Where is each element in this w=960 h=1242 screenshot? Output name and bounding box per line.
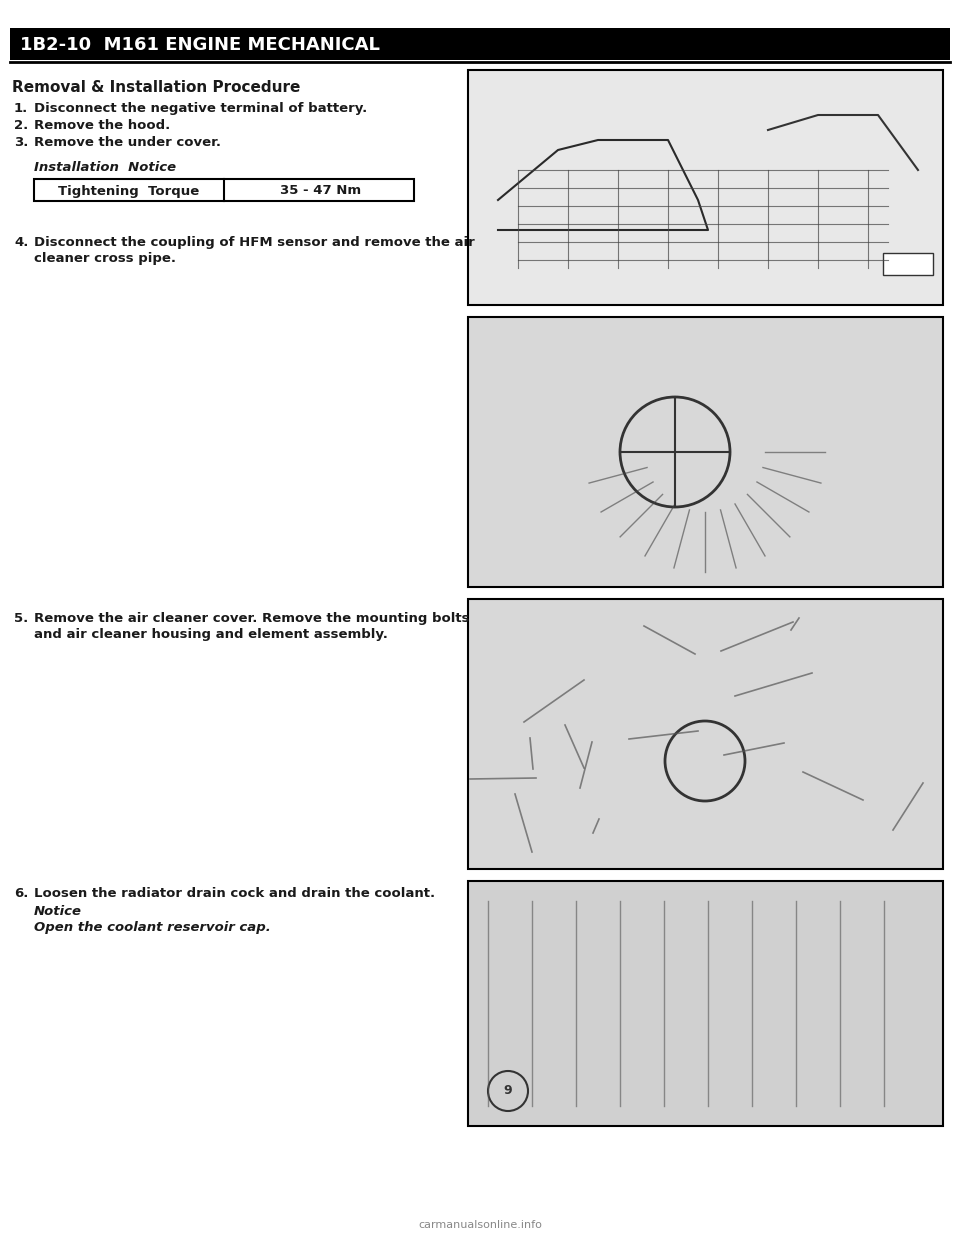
- Text: Remove the air cleaner cover. Remove the mounting bolts: Remove the air cleaner cover. Remove the…: [34, 612, 469, 625]
- Text: 3.: 3.: [14, 137, 29, 149]
- Bar: [468, 599, 943, 869]
- Text: Remove the under cover.: Remove the under cover.: [34, 137, 221, 149]
- Bar: [468, 881, 943, 1126]
- Text: Tightening  Torque: Tightening Torque: [59, 185, 200, 197]
- Bar: [34, 179, 414, 201]
- Text: 1B2-10  M161 ENGINE MECHANICAL: 1B2-10 M161 ENGINE MECHANICAL: [20, 36, 380, 53]
- Text: Notice: Notice: [34, 905, 82, 918]
- Text: Installation  Notice: Installation Notice: [34, 161, 176, 174]
- Text: and air cleaner housing and element assembly.: and air cleaner housing and element asse…: [34, 628, 388, 641]
- Text: Disconnect the coupling of HFM sensor and remove the air: Disconnect the coupling of HFM sensor an…: [34, 236, 475, 248]
- Text: Disconnect the negative terminal of battery.: Disconnect the negative terminal of batt…: [34, 102, 368, 116]
- Bar: [10, 29, 950, 60]
- Text: Removal & Installation Procedure: Removal & Installation Procedure: [12, 79, 300, 94]
- Text: 35 - 47 Nm: 35 - 47 Nm: [280, 185, 362, 197]
- Text: 5.: 5.: [14, 612, 28, 625]
- Text: 6.: 6.: [14, 887, 29, 900]
- Bar: [468, 317, 943, 587]
- Bar: [468, 70, 943, 306]
- Text: Open the coolant reservoir cap.: Open the coolant reservoir cap.: [34, 922, 271, 934]
- Text: 9: 9: [504, 1084, 513, 1098]
- Text: 1.: 1.: [14, 102, 28, 116]
- Text: Loosen the radiator drain cock and drain the coolant.: Loosen the radiator drain cock and drain…: [34, 887, 435, 900]
- Text: cleaner cross pipe.: cleaner cross pipe.: [34, 252, 176, 265]
- Text: 2.: 2.: [14, 119, 28, 132]
- Text: Remove the hood.: Remove the hood.: [34, 119, 170, 132]
- Text: 4.: 4.: [14, 236, 29, 248]
- Bar: [883, 253, 933, 274]
- Text: carmanualsonline.info: carmanualsonline.info: [418, 1220, 542, 1230]
